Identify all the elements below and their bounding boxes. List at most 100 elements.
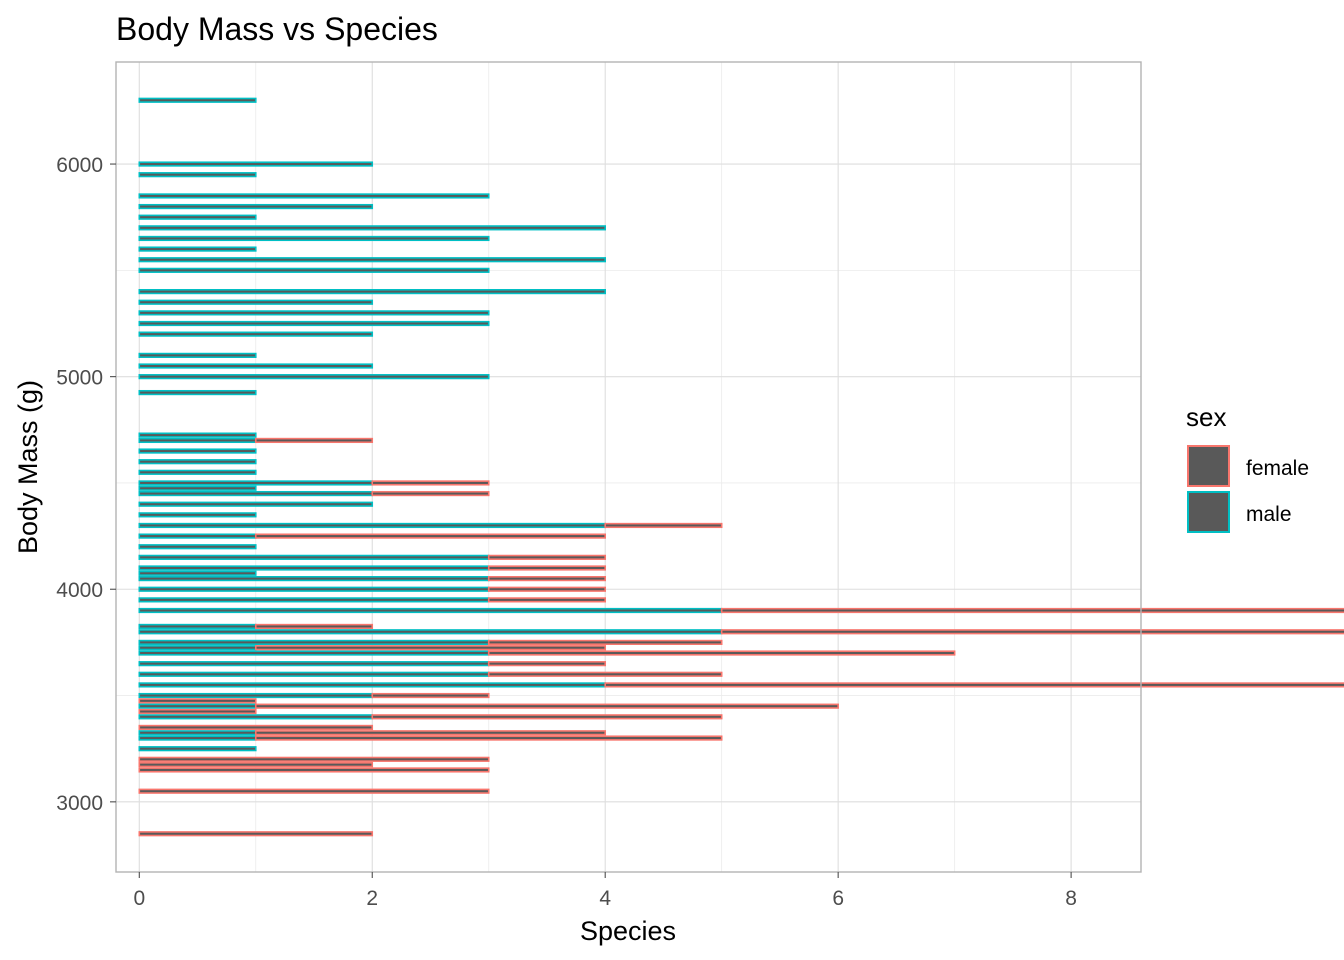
bar-male-3700 bbox=[138, 650, 490, 656]
bar-male-4300 bbox=[138, 522, 607, 529]
bar-male-3325 bbox=[138, 730, 257, 736]
legend-title: sex bbox=[1186, 402, 1226, 432]
y-axis-title: Body Mass (g) bbox=[13, 380, 43, 554]
legend: sex female male bbox=[1186, 402, 1309, 533]
bar-male-4700 bbox=[138, 437, 257, 444]
bar-male-5700 bbox=[138, 225, 607, 231]
bar-female-4000 bbox=[487, 586, 607, 592]
bar-female-3700 bbox=[487, 650, 956, 656]
bar-male-5350 bbox=[138, 299, 374, 305]
bar-female-3175 bbox=[138, 762, 374, 768]
bar-male-3300 bbox=[138, 735, 257, 741]
bar-female-3650 bbox=[487, 661, 607, 667]
bar-male-3800 bbox=[138, 629, 723, 635]
legend-label-male: male bbox=[1246, 503, 1292, 526]
bar-male-5500 bbox=[138, 267, 490, 273]
legend-label-female: female bbox=[1246, 457, 1309, 480]
bar-male-4075 bbox=[138, 570, 257, 576]
bar-male-4350 bbox=[138, 512, 257, 518]
bar-male-4450 bbox=[138, 490, 374, 497]
bar-female-4450 bbox=[371, 490, 490, 497]
bar-male-4100 bbox=[138, 565, 490, 571]
bar-female-3300 bbox=[254, 735, 723, 741]
bar-male-3725 bbox=[138, 645, 257, 651]
panel-border bbox=[115, 61, 1142, 873]
bar-female-3750 bbox=[487, 639, 723, 646]
bar-male-5750 bbox=[138, 214, 257, 220]
bar-female-3500 bbox=[371, 692, 490, 699]
bar-male-3400 bbox=[138, 714, 374, 720]
y-tick-label: 3000 bbox=[56, 792, 103, 815]
x-tick-label: 8 bbox=[1065, 887, 1077, 910]
bar-male-4925 bbox=[138, 389, 257, 396]
bar-female-4500 bbox=[371, 480, 490, 486]
x-tick-label: 4 bbox=[599, 887, 611, 910]
bar-male-5850 bbox=[138, 193, 490, 199]
bar-male-3500 bbox=[138, 692, 374, 699]
x-tick-label: 6 bbox=[832, 887, 844, 910]
x-tick-label: 2 bbox=[366, 887, 378, 910]
bar-female-3550 bbox=[604, 682, 1344, 688]
bar-male-4000 bbox=[138, 586, 490, 592]
bar-male-5000 bbox=[138, 374, 490, 380]
legend-key-female bbox=[1187, 445, 1230, 487]
bar-male-5600 bbox=[138, 246, 257, 252]
bar-male-4150 bbox=[138, 554, 490, 560]
bar-male-4050 bbox=[138, 576, 490, 582]
bar-female-3200 bbox=[138, 756, 490, 762]
bar-male-4650 bbox=[138, 448, 257, 454]
y-tick-label: 4000 bbox=[56, 579, 103, 602]
bar-female-3800 bbox=[720, 629, 1344, 635]
bar-female-3350 bbox=[138, 724, 374, 731]
bar-female-4050 bbox=[487, 576, 607, 582]
bar-male-3750 bbox=[138, 639, 490, 646]
bar-male-4400 bbox=[138, 501, 374, 507]
bar-female-3450 bbox=[254, 703, 839, 709]
bar-male-4725 bbox=[138, 432, 257, 438]
bar-female-3425 bbox=[138, 708, 257, 715]
bar-female-3825 bbox=[254, 623, 374, 630]
bar-male-4250 bbox=[138, 533, 257, 539]
bar-male-4200 bbox=[138, 544, 257, 550]
bar-male-5050 bbox=[138, 363, 374, 369]
y-tick-label: 6000 bbox=[56, 154, 103, 177]
chart-title: Body Mass vs Species bbox=[116, 11, 438, 47]
bar-male-3950 bbox=[138, 597, 490, 603]
bar-female-4100 bbox=[487, 565, 607, 571]
bar-male-3550 bbox=[138, 682, 607, 688]
bar-female-3325 bbox=[254, 730, 607, 736]
bar-male-5300 bbox=[138, 310, 490, 316]
bar-female-4150 bbox=[487, 554, 607, 560]
x-axis-title: Species bbox=[580, 916, 676, 946]
bar-male-5100 bbox=[138, 352, 257, 358]
bar-male-5650 bbox=[138, 235, 490, 242]
grid-lines bbox=[116, 62, 1141, 872]
bar-male-6000 bbox=[138, 161, 374, 167]
bar-male-4550 bbox=[138, 469, 257, 475]
bar-female-3725 bbox=[254, 645, 607, 651]
bar-male-4600 bbox=[138, 459, 257, 465]
bar-male-4500 bbox=[138, 480, 374, 486]
bar-male-3250 bbox=[138, 746, 257, 752]
bar-female-4250 bbox=[254, 533, 607, 539]
bar-male-4475 bbox=[138, 485, 257, 491]
bar-male-3900 bbox=[138, 607, 723, 614]
bar-male-3825 bbox=[138, 623, 257, 630]
bar-male-5800 bbox=[138, 203, 374, 210]
axis-ticks: 0 2 4 6 8 3000 4000 5000 6000 bbox=[56, 154, 1077, 910]
legend-key-male bbox=[1187, 491, 1230, 533]
bar-female-3150 bbox=[138, 767, 490, 773]
bar-female-3600 bbox=[487, 671, 723, 677]
bar-female-4300 bbox=[604, 522, 723, 529]
bar-male-6300 bbox=[138, 97, 257, 103]
bar-female-3900 bbox=[720, 607, 1344, 614]
bar-female-2850 bbox=[138, 831, 374, 837]
bar-female-3950 bbox=[487, 597, 607, 603]
bar-male-3450 bbox=[138, 703, 257, 709]
bar-male-5550 bbox=[138, 257, 607, 263]
bar-female-3400 bbox=[371, 714, 723, 720]
bar-male-5400 bbox=[138, 288, 607, 295]
y-tick-label: 5000 bbox=[56, 367, 103, 390]
x-tick-label: 0 bbox=[133, 887, 145, 910]
